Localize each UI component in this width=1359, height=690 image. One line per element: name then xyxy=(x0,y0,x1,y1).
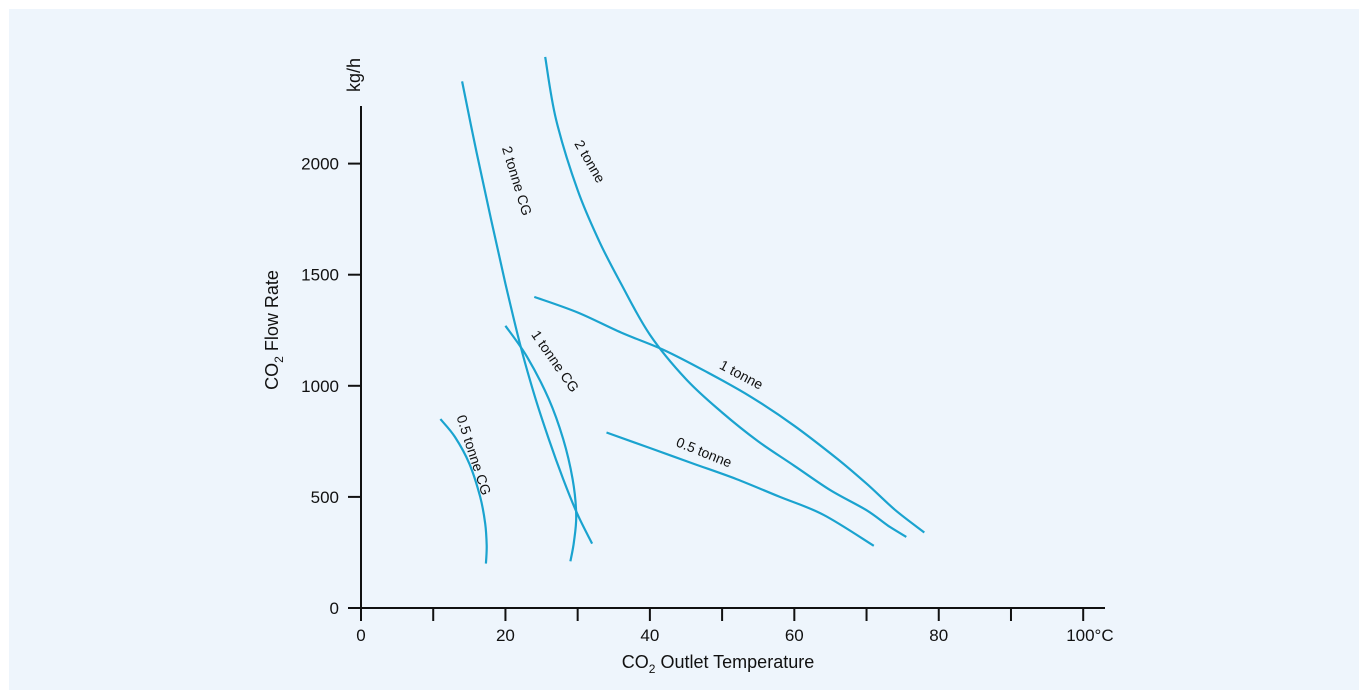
y-tick-label: 1000 xyxy=(301,377,339,396)
x-tick-label: 80 xyxy=(929,626,948,645)
y-axis-title: CO2 Flow Rate xyxy=(262,270,286,390)
y-tick-label: 0 xyxy=(330,599,339,618)
series-line-0-5-tonne-cg xyxy=(439,418,488,564)
series-line-1-tonne-cg xyxy=(504,325,578,562)
curve-label-0-5-tonne-cg: 0.5 tonne CG xyxy=(453,413,494,497)
curve-label-2-tonne: 2 tonne xyxy=(571,137,608,186)
x-tick-label: 60 xyxy=(785,626,804,645)
x-axis-title: CO2 Outlet Temperature xyxy=(622,652,814,676)
curve-label-1-tonne-cg: 1 tonne CG xyxy=(528,327,582,395)
series-line-2-tonne xyxy=(544,56,907,538)
y-tick-label: 1500 xyxy=(301,266,339,285)
series-line-1-tonne xyxy=(533,295,925,534)
curve-label-1-tonne: 1 tonne xyxy=(717,357,766,393)
y-axis-unit: kg/h xyxy=(344,58,364,92)
y-tick-label: 2000 xyxy=(301,155,339,174)
x-tick-label: 0 xyxy=(356,626,365,645)
x-tick-label: 100°C xyxy=(1066,626,1113,645)
chart-panel xyxy=(9,9,1359,690)
curve-labels: 2 tonne CG 2 tonne 1 tonne 1 tonne CG 0.5 to… xyxy=(453,137,766,497)
x-tick-label: 40 xyxy=(640,626,659,645)
axes: 0 20 40 60 80 100°C 0 500 1000 1500 2000 xyxy=(301,106,1114,645)
x-tick-label: 20 xyxy=(496,626,515,645)
curve-label-0-5-tonne: 0.5 tonne xyxy=(674,434,734,471)
series-line-2-tonne-cg xyxy=(461,81,594,545)
series-layer xyxy=(439,56,925,564)
curve-label-2-tonne-cg: 2 tonne CG xyxy=(499,144,535,217)
series-line-0-5-tonne xyxy=(606,431,875,547)
y-tick-label: 500 xyxy=(311,488,339,507)
